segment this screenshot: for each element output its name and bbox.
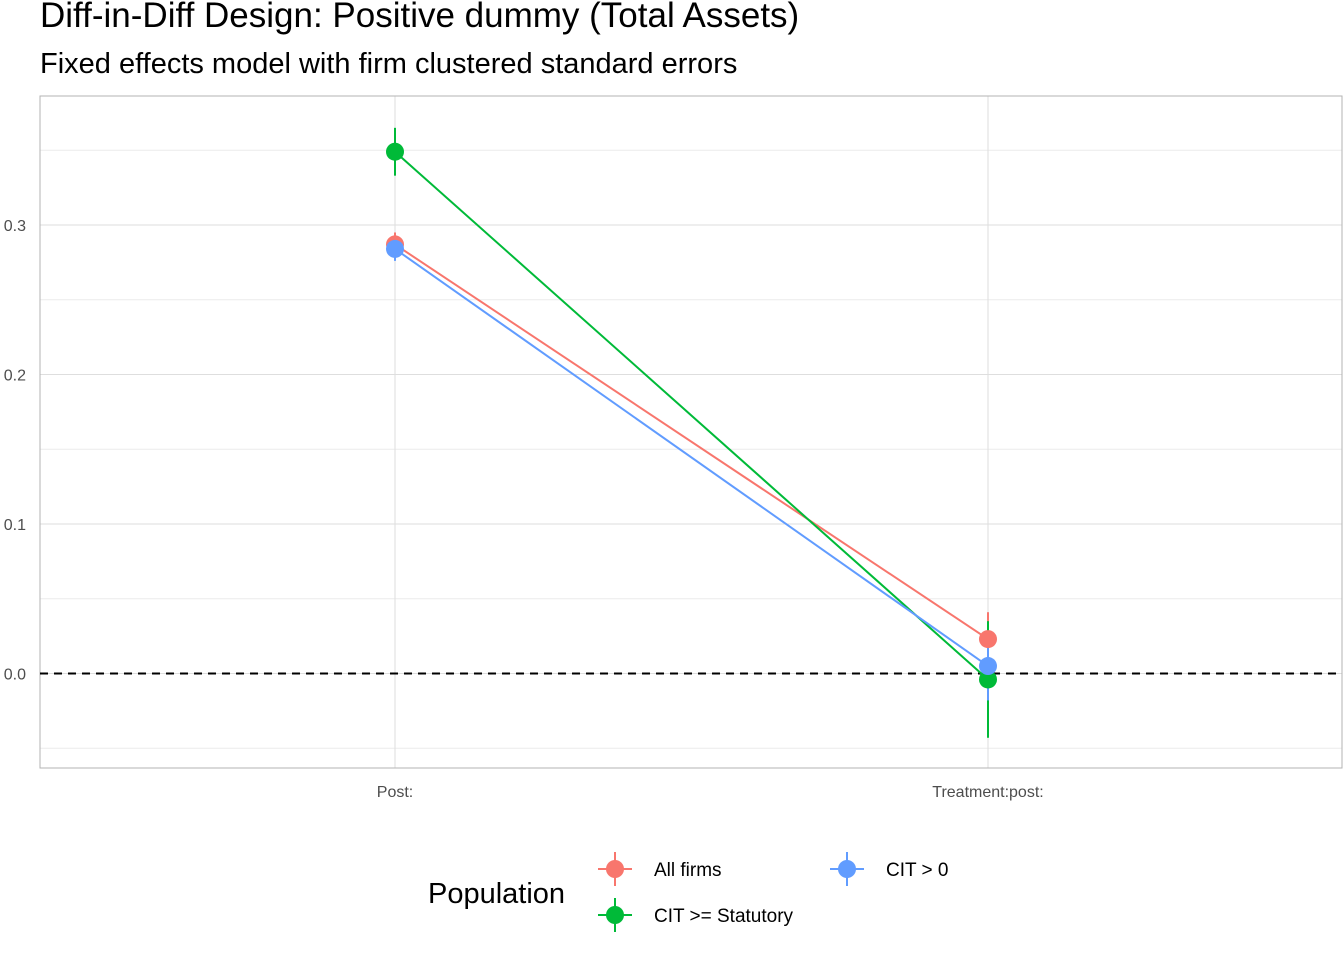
legend-key-point	[838, 860, 856, 878]
y-tick-label: 0.3	[4, 218, 26, 235]
major-gridlines	[40, 96, 1342, 768]
x-tick-label: Post:	[377, 784, 413, 801]
data-point	[979, 630, 997, 649]
legend-key-point	[606, 860, 624, 878]
y-axis-tick-labels: 0.0 0.1 0.2 0.3	[4, 218, 26, 684]
data-point	[979, 657, 997, 676]
data-point	[979, 670, 997, 689]
x-tick-label: Treatment:post:	[932, 784, 1043, 801]
legend-label: CIT > 0	[886, 860, 948, 881]
y-tick-label: 0.2	[4, 368, 26, 385]
chart-title: Diff-in-Diff Design: Positive dummy (Tot…	[40, 0, 800, 35]
series-line	[394, 150, 989, 681]
y-tick-label: 0.0	[4, 667, 26, 684]
series-line	[394, 243, 989, 640]
chart-subtitle: Fixed effects model with firm clustered …	[40, 48, 738, 80]
plot-panel-border	[39, 95, 1343, 769]
data-point	[386, 239, 404, 258]
legend: Population All firms CIT >= Statutory CIT …	[428, 852, 948, 932]
legend-label: CIT >= Statutory	[654, 906, 794, 927]
series-line	[394, 248, 989, 667]
x-axis-tick-labels: Post: Treatment:post:	[377, 784, 1044, 801]
legend-label: All firms	[654, 860, 722, 881]
minor-gridlines	[40, 149, 1342, 749]
y-tick-label: 0.1	[4, 517, 26, 534]
data-point	[386, 142, 404, 161]
legend-title: Population	[428, 878, 565, 910]
legend-key-point	[606, 906, 624, 924]
series-layer	[386, 127, 997, 738]
